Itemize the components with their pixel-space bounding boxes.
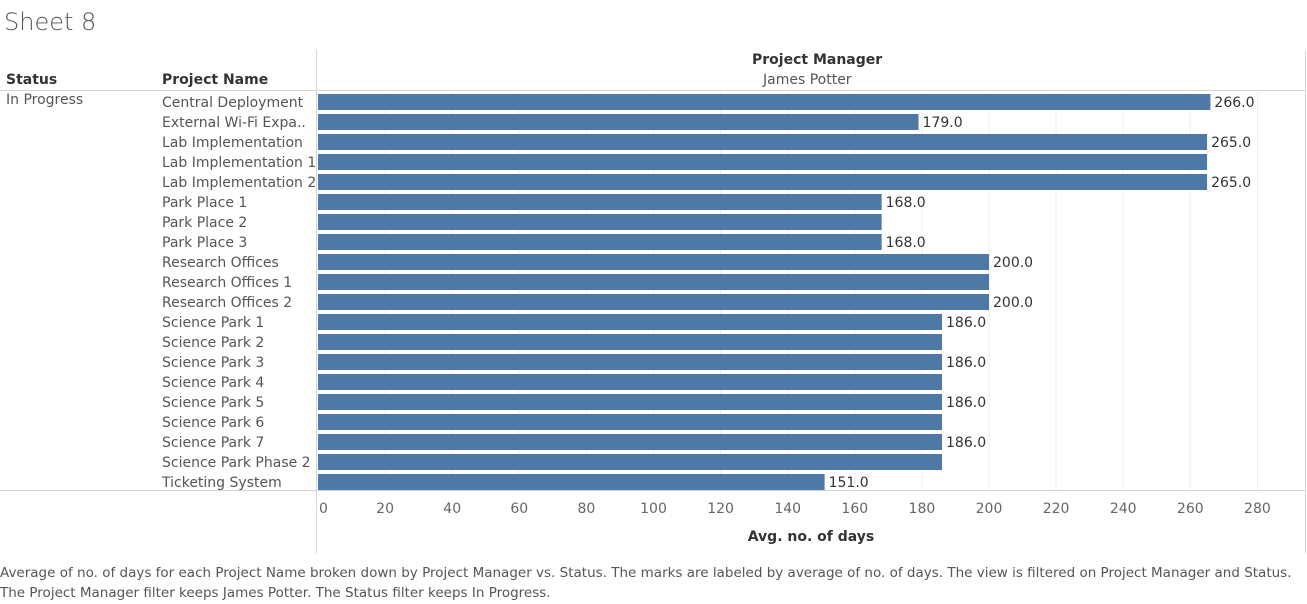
- data-label: 168.0: [886, 235, 926, 251]
- data-label: 186.0: [946, 315, 986, 331]
- project-name-label: Lab Implementation: [162, 135, 303, 151]
- x-axis-title: Avg. no. of days: [748, 529, 875, 545]
- x-tick-label: 200: [976, 501, 1003, 517]
- bar: [318, 414, 943, 430]
- project-name-label: Research Offices 1: [162, 275, 292, 291]
- chart-caption: Average of no. of days for each Project …: [0, 565, 1292, 601]
- status-header[interactable]: Status: [6, 72, 58, 88]
- sheet-title: Sheet 8: [4, 8, 97, 36]
- project-name-label: Science Park 4: [162, 375, 264, 391]
- bar: [318, 454, 943, 470]
- project-name-label: Science Park 7: [162, 435, 264, 451]
- bar: [318, 394, 943, 410]
- project-name-label: Science Park 3: [162, 355, 264, 371]
- project-name-label: Science Park 2: [162, 335, 264, 351]
- x-tick-label: 100: [640, 501, 667, 517]
- data-label: 179.0: [923, 115, 963, 131]
- x-tick-label: 40: [443, 501, 461, 517]
- bar: [318, 314, 943, 330]
- data-label: 266.0: [1214, 95, 1254, 111]
- project-name-label: Research Offices: [162, 255, 279, 271]
- x-tick-label: 180: [909, 501, 936, 517]
- project-name-label: Science Park 1: [162, 315, 264, 331]
- x-tick-label: 160: [841, 501, 868, 517]
- x-tick-label: 260: [1177, 501, 1204, 517]
- bar: [318, 114, 919, 130]
- bar: [318, 214, 882, 230]
- bar: [318, 294, 989, 310]
- bar: [318, 374, 943, 390]
- x-tick-label: 80: [577, 501, 595, 517]
- data-label: 186.0: [946, 355, 986, 371]
- project-name-label: Research Offices 2: [162, 295, 292, 311]
- bar: [318, 474, 825, 490]
- bar: [318, 194, 882, 210]
- x-tick-label: 220: [1043, 501, 1070, 517]
- x-tick-label: 240: [1110, 501, 1137, 517]
- project-name-header[interactable]: Project Name: [162, 72, 269, 88]
- bar: [318, 334, 943, 350]
- project-name-label: External Wi-Fi Expa..: [162, 115, 306, 131]
- bar: [318, 234, 882, 250]
- data-label: 200.0: [993, 295, 1033, 311]
- x-tick-label: 280: [1244, 501, 1271, 517]
- project-manager-header[interactable]: Project Manager: [752, 52, 883, 68]
- x-tick-label: 0: [319, 501, 328, 517]
- bar: [318, 274, 989, 290]
- x-tick-label: 120: [707, 501, 734, 517]
- project-name-label: Park Place 2: [162, 215, 247, 231]
- bar: [318, 434, 943, 450]
- x-tick-label: 140: [774, 501, 801, 517]
- data-label: 265.0: [1211, 175, 1251, 191]
- project-name-label: Science Park 6: [162, 415, 264, 431]
- data-label: 200.0: [993, 255, 1033, 271]
- data-label: 186.0: [946, 435, 986, 451]
- bar: [318, 354, 943, 370]
- project-name-label: Lab Implementation 2: [162, 175, 316, 191]
- bar: [318, 154, 1208, 170]
- data-label: 265.0: [1211, 135, 1251, 151]
- project-name-label: Park Place 1: [162, 195, 247, 211]
- x-tick-label: 20: [376, 501, 394, 517]
- data-label: 186.0: [946, 395, 986, 411]
- project-name-label: Park Place 3: [162, 235, 247, 251]
- data-label: 151.0: [829, 475, 869, 491]
- status-value: In Progress: [6, 92, 84, 108]
- data-label: 168.0: [886, 195, 926, 211]
- project-name-label: Science Park 5: [162, 395, 264, 411]
- project-name-label: Science Park Phase 2: [162, 455, 311, 471]
- x-tick-label: 60: [510, 501, 528, 517]
- project-name-label: Central Deployment: [162, 95, 304, 111]
- bar: [318, 94, 1211, 110]
- bar-chart: Central Deployment 266.0 External Wi-Fi Ex…: [0, 50, 1306, 553]
- project-manager-value: James Potter: [763, 72, 852, 88]
- bar: [318, 174, 1208, 190]
- project-name-label: Ticketing System: [161, 475, 282, 491]
- project-name-label: Lab Implementation 1: [162, 155, 316, 171]
- bar: [318, 254, 989, 270]
- bar: [318, 134, 1208, 150]
